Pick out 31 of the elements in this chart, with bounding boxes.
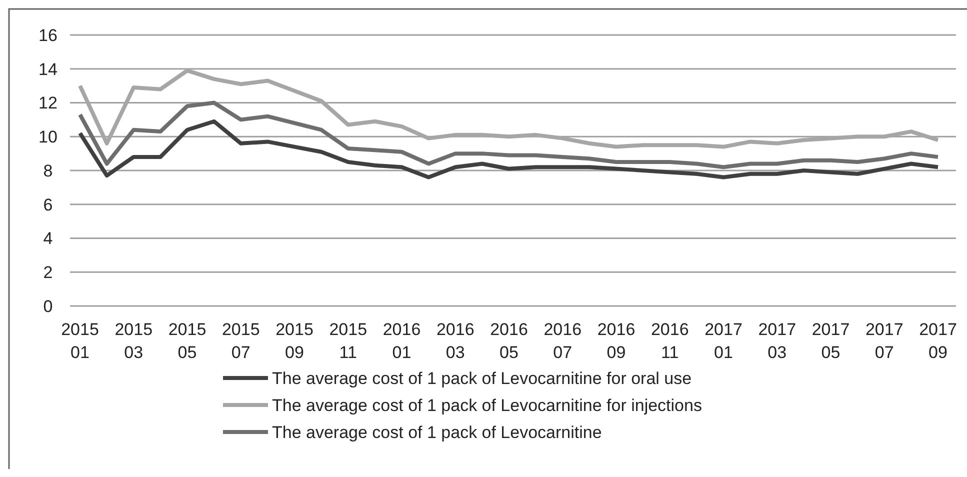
x-tick-label: 2015 03	[114, 320, 153, 362]
x-tick-label: 2015 09	[276, 320, 314, 362]
y-tick-label: 16	[38, 26, 58, 45]
x-tick-label: 2017 07	[865, 320, 904, 362]
x-tick-label: 2015 05	[168, 320, 206, 362]
legend-label: The average cost of 1 pack of Levocarnitine for oral use	[272, 368, 692, 388]
x-tick-label: 2016 07	[544, 320, 582, 362]
y-tick-label: 2	[43, 263, 53, 282]
x-tick-label: 2016 05	[490, 320, 528, 362]
x-tick-label: 2017 03	[758, 320, 796, 362]
x-tick-label: 2016 11	[650, 320, 689, 362]
legend-label: The average cost of 1 pack of Levocarnitine	[272, 422, 602, 442]
y-tick-label: 14	[38, 60, 58, 79]
line-series	[78, 119, 940, 180]
y-tick-label: 8	[43, 161, 53, 180]
x-tick-label: 2017 01	[704, 320, 742, 362]
y-tick-label: 6	[43, 195, 53, 214]
x-tick-label: 2016 09	[597, 320, 636, 362]
y-tick-label: 0	[43, 296, 53, 316]
x-tick-label: 2015 07	[222, 320, 260, 362]
x-tick-label: 2016 01	[382, 320, 421, 362]
x-tick-label: 2017 05	[812, 320, 850, 362]
line-series	[78, 100, 940, 170]
y-tick-label: 10	[38, 128, 58, 147]
y-tick-label: 4	[43, 229, 53, 248]
x-tick-label: 2015 01	[61, 320, 99, 362]
x-tick-label: 2017 09	[919, 320, 957, 362]
x-tick-label: 2015 11	[329, 320, 368, 362]
x-tick-label: 2016 03	[436, 320, 474, 362]
y-tick-label: 12	[38, 94, 58, 113]
legend-label: The average cost of 1 pack of Levocarnitine for injections	[272, 396, 702, 415]
